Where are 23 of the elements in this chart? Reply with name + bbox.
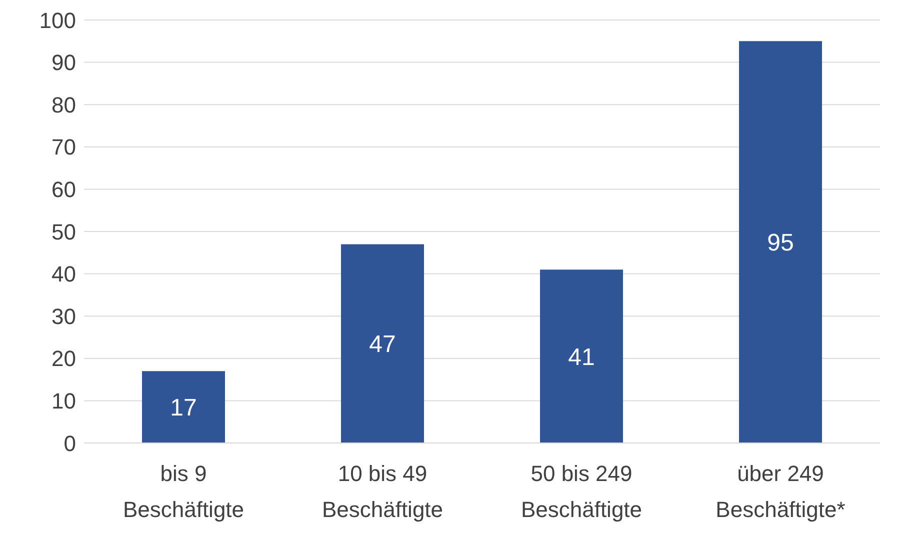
- x-tick-label: bis 9 Beschäftigte: [122, 461, 244, 522]
- y-tick-label: 70: [52, 134, 76, 160]
- bar: [540, 270, 623, 443]
- y-tick-label: 90: [52, 50, 76, 76]
- data-label: 47: [369, 331, 396, 358]
- x-tick-label: über 249 Beschäftigte*: [716, 461, 846, 522]
- x-tick-label: 50 bis 249 Beschäftigte: [520, 461, 642, 522]
- y-tick-label: 0: [64, 430, 76, 456]
- y-tick-label: 10: [52, 388, 76, 414]
- y-tick-label: 100: [39, 8, 76, 33]
- x-tick-label: 10 bis 49 Beschäftigte: [322, 461, 444, 522]
- y-tick-label: 30: [52, 304, 76, 329]
- data-label: 17: [170, 394, 197, 422]
- y-tick-label: 60: [52, 177, 76, 202]
- y-tick-label: 20: [52, 346, 76, 372]
- y-tick-label: 80: [52, 92, 76, 118]
- data-label: 41: [568, 344, 595, 371]
- bar: [739, 41, 822, 443]
- bar: [142, 371, 225, 443]
- y-tick-label: 50: [52, 219, 76, 244]
- data-label: 95: [767, 230, 794, 257]
- y-tick-label: 40: [52, 262, 76, 287]
- bar: [341, 244, 424, 443]
